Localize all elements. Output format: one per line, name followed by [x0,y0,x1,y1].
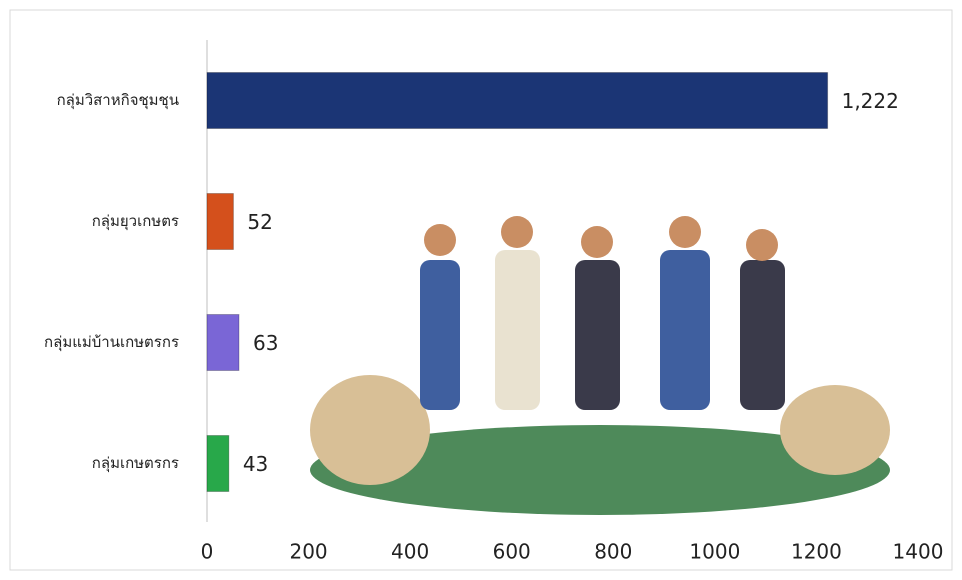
bar [207,73,828,129]
x-tick-label: 1400 [893,540,944,564]
page: 0 200 400 600 800 1000 1200 1400 กลุ่มวิสาหกิจชุ… [0,0,962,580]
bar [207,315,239,371]
hay-right [780,385,890,475]
y-tick-label: กลุ่มวิสาหกิจชุมชุน [57,91,179,110]
hay-left [310,375,430,485]
y-tick-label: กลุ่มเกษตรกร [92,454,179,473]
y-tick-label: กลุ่มแม่บ้านเกษตรกร [44,333,179,352]
value-label: 1,222 [842,89,899,113]
value-label: 43 [243,452,268,476]
y-tick-label: กลุ่มยุวเกษตร [92,212,179,231]
value-label: 63 [253,331,278,355]
x-tick-label: 800 [594,540,632,564]
x-tick-label: 1000 [689,540,740,564]
value-label: 52 [247,210,272,234]
x-tick-label: 200 [289,540,327,564]
x-tick-label: 0 [201,540,214,564]
bar [207,436,229,492]
x-tick-label: 1200 [791,540,842,564]
bar [207,194,233,250]
x-tick-label: 600 [493,540,531,564]
chart: 0 200 400 600 800 1000 1200 1400 กลุ่มวิสาหกิจชุ… [0,0,962,580]
x-tick-label: 400 [391,540,429,564]
